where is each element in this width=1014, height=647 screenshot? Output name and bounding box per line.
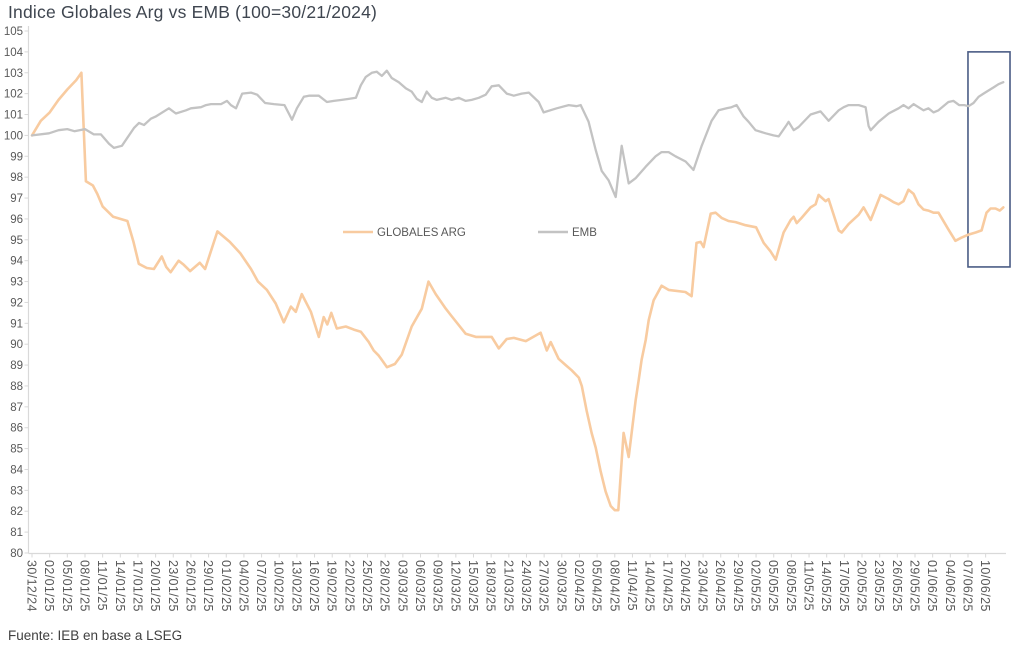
- x-tick-label: 23/05/25: [872, 560, 886, 612]
- x-tick-label: 29/04/25: [731, 560, 745, 612]
- x-tick-label: 03/03/25: [395, 560, 409, 612]
- x-tick-label: 17/05/25: [837, 560, 851, 612]
- y-tick-label: 85: [10, 444, 23, 456]
- x-tick-label: 14/04/25: [643, 560, 657, 612]
- x-tick-label: 08/01/25: [77, 560, 91, 612]
- y-tick-label: 96: [10, 214, 23, 226]
- x-tick-label: 05/01/25: [60, 560, 74, 612]
- x-tick-label: 17/01/25: [130, 560, 144, 612]
- x-tick-label: 22/02/25: [342, 560, 356, 612]
- y-tick-label: 91: [10, 318, 23, 330]
- x-tick-label: 26/01/25: [183, 560, 197, 612]
- chart-legend: GLOBALES ARG EMB: [343, 227, 597, 239]
- x-tick-label: 10/02/25: [272, 560, 286, 612]
- x-tick-label: 04/02/25: [236, 560, 250, 612]
- chart-title: Indice Globales Arg vs EMB (100=30/21/20…: [8, 2, 378, 22]
- x-tick-label: 27/03/25: [537, 560, 551, 612]
- x-tick-label: 08/04/25: [607, 560, 621, 612]
- x-tick-label: 29/01/25: [201, 560, 215, 612]
- x-tick-label: 20/01/25: [148, 560, 162, 612]
- y-tick-label: 93: [10, 277, 23, 289]
- y-tick-label: 87: [10, 402, 23, 414]
- y-tick-label: 104: [4, 47, 24, 59]
- series-line-globales-arg: [30, 71, 1005, 512]
- y-tick-label: 102: [4, 89, 23, 101]
- x-tick-label: 20/05/25: [855, 560, 869, 612]
- source-note: Fuente: IEB en base a LSEG: [8, 628, 183, 643]
- x-tick-label: 16/02/25: [307, 560, 321, 612]
- y-tick-label: 98: [10, 172, 23, 184]
- x-tick-label: 05/05/25: [766, 560, 780, 612]
- x-tick-label: 02/05/25: [749, 560, 763, 612]
- x-tick-label: 11/04/25: [625, 560, 639, 611]
- x-tick-label: 18/03/25: [484, 560, 498, 612]
- x-tick-label: 15/03/25: [466, 560, 480, 612]
- x-tick-label: 29/05/25: [908, 560, 922, 612]
- x-tick-label: 13/02/25: [289, 560, 303, 612]
- y-tick-label: 95: [10, 235, 23, 247]
- y-tick-label: 81: [10, 527, 23, 539]
- legend-label-globales-arg: GLOBALES ARG: [377, 227, 466, 239]
- x-tick-label: 05/04/25: [590, 560, 604, 612]
- x-tick-label: 26/04/25: [713, 560, 727, 612]
- y-tick-label: 88: [10, 381, 23, 393]
- y-tick-label: 99: [10, 151, 23, 163]
- y-tick-label: 89: [10, 360, 23, 372]
- x-tick-label: 07/06/25: [960, 560, 974, 612]
- highlight-box: [967, 51, 1011, 268]
- y-tick-label: 105: [4, 26, 23, 38]
- x-tick-label: 21/03/25: [501, 560, 515, 612]
- x-tick-label: 23/01/25: [166, 560, 180, 612]
- x-tick-label: 25/02/25: [360, 560, 374, 612]
- y-tick-label: 94: [10, 256, 23, 268]
- x-tick-label: 14/01/25: [113, 560, 127, 612]
- x-tick-label: 11/01/25: [95, 560, 109, 611]
- y-tick-label: 82: [10, 506, 23, 518]
- y-tick-label: 80: [10, 548, 23, 560]
- x-tick-label: 20/04/25: [678, 560, 692, 612]
- x-tick-label: 07/02/25: [254, 560, 268, 612]
- x-tick-label: 02/01/25: [42, 560, 56, 612]
- series-line-emb: [30, 69, 1005, 199]
- x-tick-label: 04/06/25: [943, 560, 957, 612]
- x-tick-label: 14/05/25: [819, 560, 833, 612]
- x-tick-label: 09/03/25: [431, 560, 445, 612]
- y-tick-label: 86: [10, 423, 23, 435]
- y-tick-label: 90: [10, 339, 23, 351]
- plot-area: 80 81 82 83 84 85 86 87 88 89 90 91 92 93 94 95 96 97 98 99…: [4, 26, 1011, 612]
- x-tick-label: 26/05/25: [890, 560, 904, 612]
- x-tick-label: 19/02/25: [325, 560, 339, 612]
- x-tick-label: 17/04/25: [660, 560, 674, 612]
- y-tick-label: 101: [4, 110, 23, 122]
- x-tick-label: 11/05/25: [802, 560, 816, 611]
- x-tick-label: 30/03/25: [554, 560, 568, 612]
- y-tick-label: 103: [4, 68, 23, 80]
- x-tick-label: 28/02/25: [378, 560, 392, 612]
- x-tick-label: 02/04/25: [572, 560, 586, 612]
- x-tick-label: 12/03/25: [448, 560, 462, 612]
- x-tick-label: 08/05/25: [784, 560, 798, 612]
- x-tick-label: 01/02/25: [219, 560, 233, 612]
- y-tick-label: 100: [4, 130, 23, 142]
- x-tick-label: 01/06/25: [925, 560, 939, 612]
- legend-label-emb: EMB: [572, 227, 597, 239]
- y-tick-label: 84: [10, 464, 23, 476]
- x-tick-label: 24/03/25: [519, 560, 533, 612]
- x-tick-label: 10/06/25: [978, 560, 992, 612]
- y-tick-label: 92: [10, 297, 23, 309]
- y-tick-label: 83: [10, 485, 23, 497]
- y-tick-label: 97: [10, 193, 23, 205]
- x-tick-label: 06/03/25: [413, 560, 427, 612]
- x-tick-label: 23/04/25: [696, 560, 710, 612]
- x-tick-label: 30/12/24: [25, 560, 39, 612]
